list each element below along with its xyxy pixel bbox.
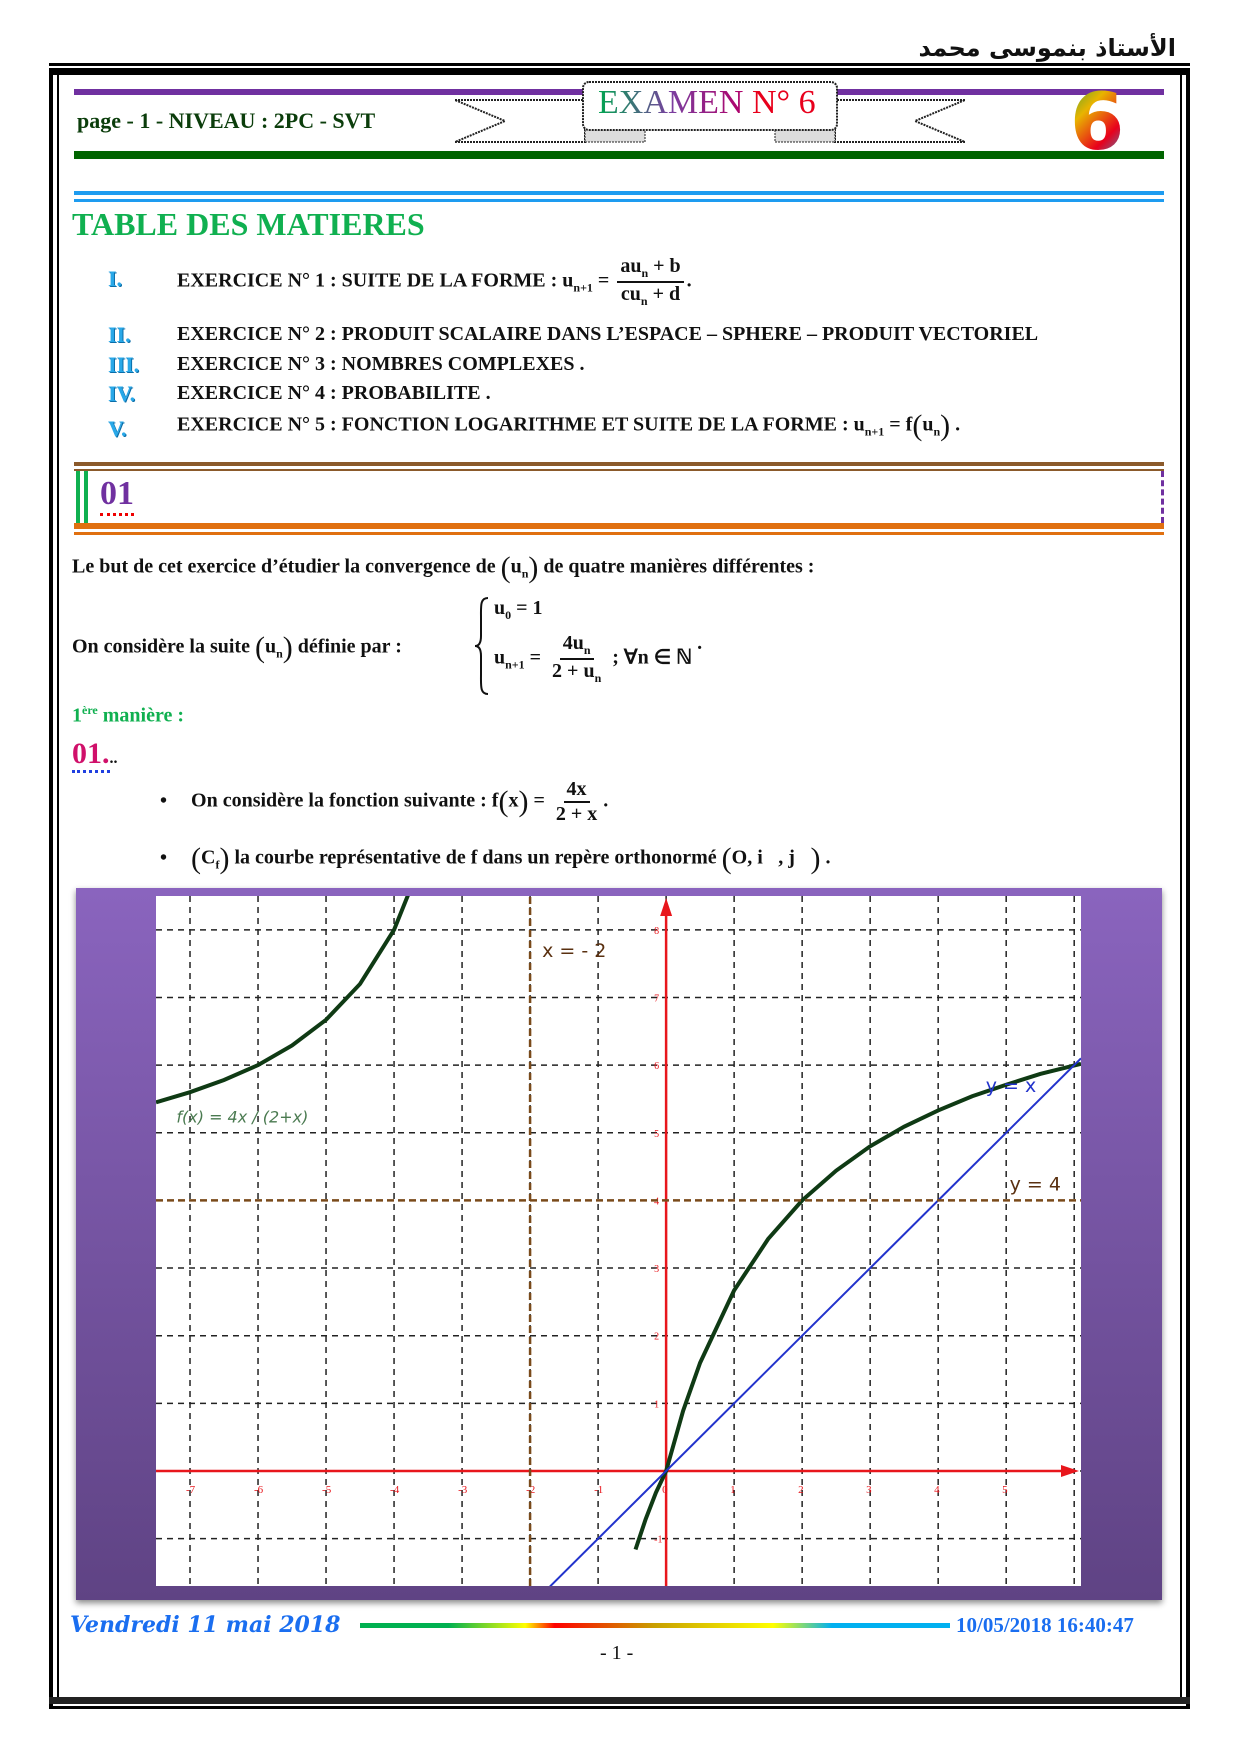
footer-rainbow-rule xyxy=(360,1623,950,1628)
y-tick-label: 8 xyxy=(654,926,659,937)
footer-date-right: 10/05/2018 16:40:47 xyxy=(956,1613,1134,1637)
toc-numeral: V. xyxy=(108,416,127,441)
toc-numeral: III. xyxy=(108,352,140,377)
y-tick-label: 3 xyxy=(654,1264,659,1275)
toc-numeral: II. xyxy=(108,322,131,347)
sequence-definition: On considère la suite (un) définie par : xyxy=(72,631,402,664)
exercise-header-box: 01 xyxy=(74,471,1164,523)
fraction: aun + b cun + d xyxy=(617,255,684,309)
footer-date-left: Vendredi 11 mai 2018 xyxy=(70,1612,341,1638)
y-tick-label: 2 xyxy=(654,1332,659,1343)
orange-rule xyxy=(74,532,1164,535)
blue-rule xyxy=(74,199,1164,202)
page-level: page - 1 - NIVEAU : 2PC - SVT xyxy=(77,108,376,133)
orange-rule xyxy=(74,523,1164,529)
exercise-number: 01 xyxy=(100,475,134,516)
exam-word: EXAMEN xyxy=(598,84,744,121)
x-tick-label: -3 xyxy=(458,1484,468,1496)
toc-text: EXERCICE N° 1 : SUITE DE LA FORME : xyxy=(177,269,563,292)
asymptote-v-label: x = - 2 xyxy=(542,940,606,962)
toc-numeral: IV. xyxy=(108,381,136,406)
blue-rule xyxy=(74,191,1164,195)
question-number: 01... xyxy=(72,737,118,776)
toc-numeral: I. xyxy=(108,266,123,291)
recurrence-relation: un+1 = 4un 2 + un ; ∀n ∈ ℕ . xyxy=(494,632,703,685)
header-green-rule xyxy=(74,151,1164,159)
x-tick-label: -7 xyxy=(186,1484,196,1496)
x-tick-label: 2 xyxy=(798,1484,804,1496)
math-sub: n+1 xyxy=(573,280,593,295)
x-tick-label: 1 xyxy=(730,1484,736,1496)
x-axis-arrow xyxy=(1061,1465,1079,1477)
ribbon-banner xyxy=(455,81,965,143)
initial-term: u0 = 1 xyxy=(494,597,543,622)
x-tick-label: -4 xyxy=(390,1484,400,1496)
line-label: y = x xyxy=(986,1075,1037,1097)
logo-six: 6 xyxy=(1070,78,1125,168)
method-heading: 1ère manière : xyxy=(72,703,185,727)
function-graph: -7 -6 -5 -4 -3 -2 -1 0 1 2 3 4 5 -1 1 2 3 4 5 6 7 8 x = - 2 y =… xyxy=(156,896,1081,1586)
asymptote-h-label: y = 4 xyxy=(1010,1173,1061,1195)
y-tick-label: 6 xyxy=(654,1061,659,1072)
bullet-function: • On considère la fonction suivante : f(x… xyxy=(160,778,609,825)
x-tick-label: 3 xyxy=(866,1484,872,1496)
exam-title: EXAMEN N° 6 xyxy=(598,84,816,122)
bullet-curve: • (Cf) la courbe représentative de f dans… xyxy=(160,842,831,875)
x-tick-label: 0 xyxy=(662,1484,668,1496)
toc-title: TABLE DES MATIERES xyxy=(72,206,425,242)
y-tick-label: 7 xyxy=(654,993,659,1004)
y-tick-label: -1 xyxy=(654,1535,662,1546)
y-tick-label: 1 xyxy=(654,1399,659,1410)
exam-number: N° 6 xyxy=(751,84,816,121)
x-tick-label: 5 xyxy=(1002,1484,1008,1496)
toc-text: EXERCICE N° 3 : NOMBRES COMPLEXES . xyxy=(177,353,585,375)
curve-f-right-branch xyxy=(633,1061,1081,1551)
x-tick-label: -5 xyxy=(322,1484,332,1496)
y-tick-label: 4 xyxy=(654,1196,659,1207)
x-tick-label: -2 xyxy=(526,1484,535,1496)
x-tick-label: -6 xyxy=(254,1484,264,1496)
y-tick-label: 5 xyxy=(654,1129,659,1140)
math-u: u xyxy=(562,269,574,292)
plot-background xyxy=(156,896,1081,1586)
brown-rule xyxy=(74,469,1164,471)
system-brace xyxy=(474,597,489,695)
toc-text: EXERCICE N° 4 : PROBABILITE . xyxy=(177,382,491,404)
curve-label: f(x) = 4x / (2+x) xyxy=(176,1108,308,1127)
toc-text: EXERCICE N° 2 : PRODUIT SCALAIRE DANS L’… xyxy=(177,323,1039,345)
x-tick-label: 4 xyxy=(934,1484,940,1496)
toc-text: EXERCICE N° 5 : FONCTION LOGARITHME ET S… xyxy=(177,413,854,436)
page-number: - 1 - xyxy=(600,1642,634,1664)
line-y-equals-x xyxy=(549,1057,1081,1586)
intro-text: Le but de cet exercice d’étudier la conv… xyxy=(72,551,815,584)
x-tick-label: -1 xyxy=(594,1484,603,1496)
brown-rule xyxy=(74,462,1164,466)
author-name: الأستاذ بنموسى محمد xyxy=(918,34,1176,62)
y-axis-arrow xyxy=(660,898,673,916)
curve-f-left-branch xyxy=(156,896,410,1105)
